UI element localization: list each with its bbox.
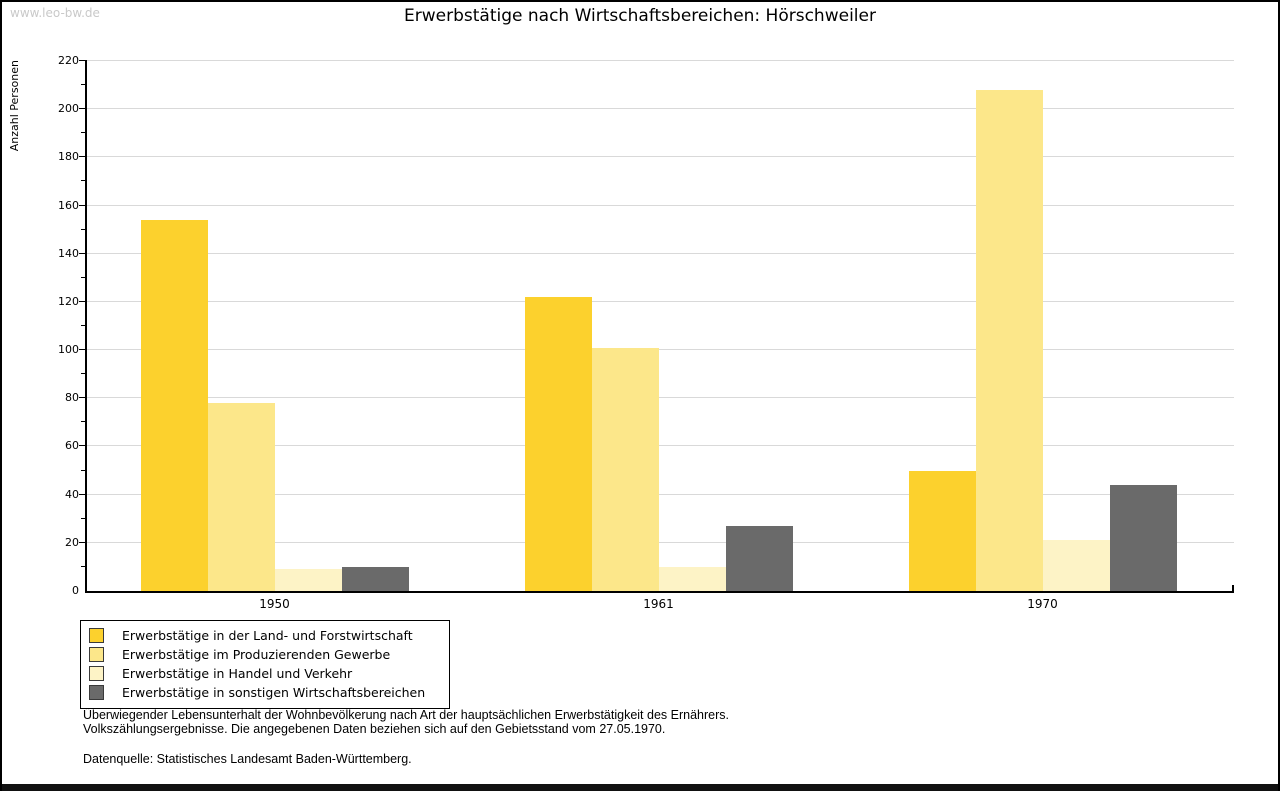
gridline-100	[87, 349, 1234, 351]
bar-1970-series-3	[1042, 540, 1110, 591]
footnote-line-2: Volkszählungsergebnisse. Die angegebenen…	[83, 721, 666, 736]
bar-1950-series-4	[341, 566, 409, 591]
legend-row-1: Erwerbstätige in der Land- und Forstwirt…	[89, 626, 441, 645]
x-category-label-1970: 1970	[1027, 597, 1058, 611]
y-major-tick-120	[79, 300, 85, 302]
gridline-120	[87, 300, 1234, 302]
y-tick-label-200: 200	[58, 102, 79, 116]
gridline-20	[87, 541, 1234, 543]
legend: Erwerbstätige in der Land- und Forstwirt…	[80, 620, 450, 709]
y-tick-label-80: 80	[65, 391, 79, 405]
y-tick-label-0: 0	[72, 584, 79, 597]
gridline-160	[87, 204, 1234, 206]
y-minor-tick-90	[81, 373, 85, 375]
legend-swatch-3	[89, 666, 104, 681]
plot-area: 0 20 40 60 80 100 120 140 160 180 200 220 1950 1961 19…	[58, 55, 1234, 611]
y-minor-tick-70	[81, 421, 85, 423]
watermark: www.leo-bw.de	[10, 6, 100, 20]
y-tick-label-120: 120	[58, 294, 79, 308]
y-major-tick-100	[79, 349, 85, 351]
y-major-tick-40	[79, 493, 85, 495]
bar-1970-series-1	[908, 470, 976, 591]
y-tick-label-180: 180	[58, 150, 79, 164]
bar-1950-series-1	[140, 220, 208, 591]
y-tick-label-20: 20	[65, 535, 79, 549]
y-major-tick-20	[79, 541, 85, 543]
y-tick-label-60: 60	[65, 439, 79, 453]
y-major-tick-160	[79, 204, 85, 206]
y-major-tick-80	[79, 397, 85, 399]
y-major-tick-140	[79, 252, 85, 254]
bar-1970-series-2	[975, 89, 1043, 591]
x-category-label-1950: 1950	[259, 597, 290, 611]
y-minor-tick-30	[81, 517, 85, 519]
legend-label-3: Erwerbstätige in Handel und Verkehr	[122, 666, 353, 681]
legend-label-4: Erwerbstätige in sonstigen Wirtschaftsbe…	[122, 685, 426, 700]
footnote-line-1: Überwiegender Lebensunterhalt der Wohnbe…	[83, 708, 729, 722]
legend-label-2: Erwerbstätige im Produzierenden Gewerbe	[122, 647, 391, 662]
y-axis-line	[85, 60, 87, 592]
gridline-80	[87, 397, 1234, 399]
x-category-label-1961: 1961	[643, 597, 674, 611]
y-major-tick-200	[79, 108, 85, 110]
y-axis-label: Anzahl Personen	[6, 60, 22, 180]
bar-1950-series-2	[207, 403, 275, 591]
gridline-40	[87, 493, 1234, 495]
legend-label-1: Erwerbstätige in der Land- und Forstwirt…	[122, 628, 413, 643]
legend-row-4: Erwerbstätige in sonstigen Wirtschaftsbe…	[89, 683, 441, 702]
legend-row-3: Erwerbstätige in Handel und Verkehr	[89, 664, 441, 683]
y-major-tick-220	[79, 60, 85, 61]
bar-1950-series-3	[274, 569, 342, 591]
y-minor-tick-50	[81, 469, 85, 471]
gridline-180	[87, 156, 1234, 158]
y-tick-label-220: 220	[58, 54, 79, 67]
x-axis-line	[85, 591, 1234, 593]
bar-1961-series-2	[591, 347, 659, 591]
bar-1961-series-4	[725, 525, 793, 591]
chart-title: Erwerbstätige nach Wirtschaftsbereichen:…	[404, 6, 876, 26]
footnote: Überwiegender Lebensunterhalt der Wohnbe…	[83, 708, 729, 736]
y-tick-label-40: 40	[65, 487, 79, 501]
y-minor-tick-190	[81, 132, 85, 134]
legend-swatch-4	[89, 685, 104, 700]
y-tick-label-160: 160	[58, 198, 79, 212]
gridline-220	[87, 60, 1234, 61]
y-minor-tick-210	[81, 84, 85, 86]
gridline-60	[87, 445, 1234, 447]
y-major-tick-180	[79, 156, 85, 158]
y-axis-label-text: Anzahl Personen	[7, 60, 21, 152]
legend-row-2: Erwerbstätige im Produzierenden Gewerbe	[89, 645, 441, 664]
legend-swatch-1	[89, 628, 104, 643]
y-minor-tick-150	[81, 228, 85, 230]
gridline-140	[87, 252, 1234, 254]
bottom-border-strip	[2, 784, 1278, 791]
legend-swatch-2	[89, 647, 104, 662]
y-tick-label-140: 140	[58, 246, 79, 260]
bar-1970-series-4	[1109, 485, 1177, 591]
bar-1961-series-3	[658, 566, 726, 591]
y-minor-tick-130	[81, 276, 85, 278]
y-minor-tick-10	[81, 565, 85, 567]
y-minor-tick-110	[81, 325, 85, 326]
y-tick-label-100: 100	[58, 343, 79, 357]
y-major-tick-60	[79, 445, 85, 447]
y-minor-tick-170	[81, 180, 85, 182]
data-source: Datenquelle: Statistisches Landesamt Bad…	[83, 752, 412, 766]
bar-1961-series-1	[524, 297, 592, 591]
x-axis-end-tick	[1232, 585, 1234, 591]
gridline-200	[87, 108, 1234, 110]
